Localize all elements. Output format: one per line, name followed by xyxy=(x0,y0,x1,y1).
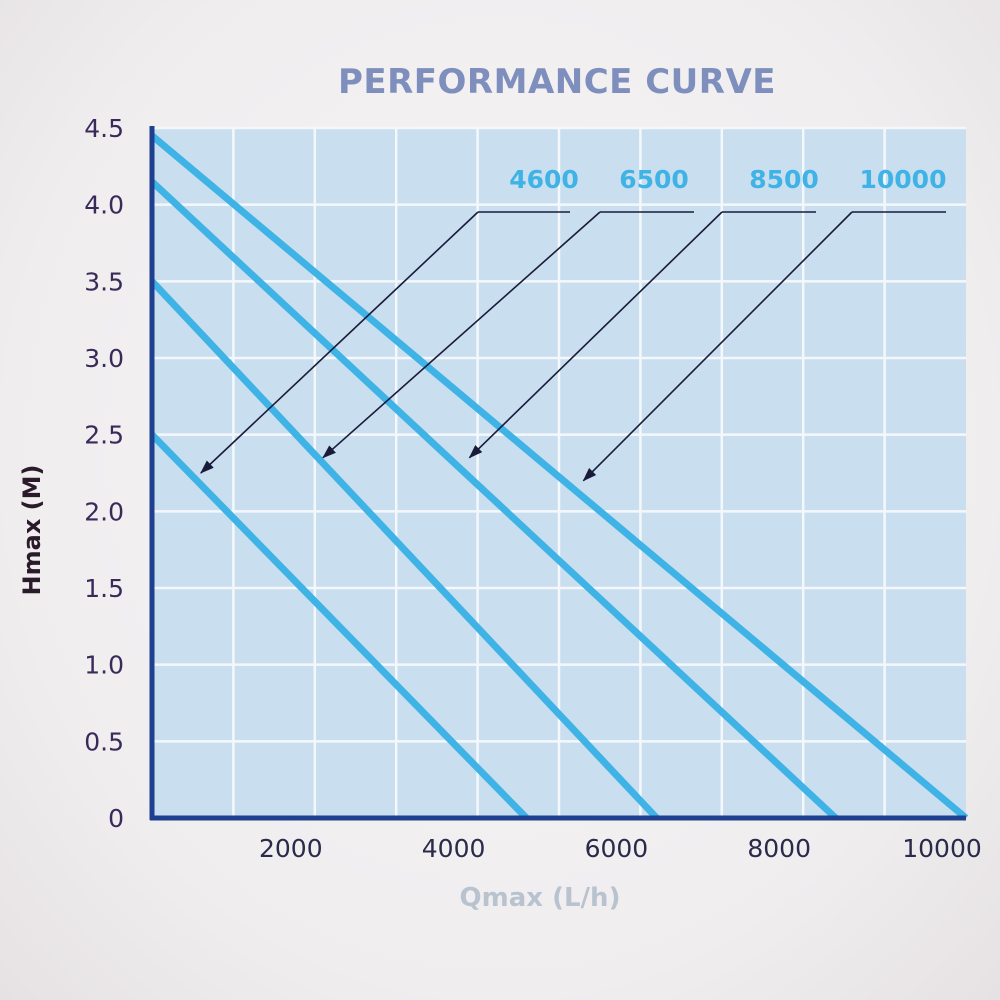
y-tick-label: 0 xyxy=(108,804,124,833)
y-tick-label: 0.5 xyxy=(84,727,124,756)
y-tick-label: 3.5 xyxy=(84,267,124,296)
arrow-6500 xyxy=(322,211,601,459)
series-label-8500: 8500 xyxy=(749,165,819,194)
x-tick-label: 4000 xyxy=(422,834,486,863)
x-tick-label: 2000 xyxy=(259,834,323,863)
y-tick-label: 3.0 xyxy=(84,344,124,373)
arrow-8500 xyxy=(468,211,723,459)
y-tick-label: 1.0 xyxy=(84,651,124,680)
x-tick-label: 8000 xyxy=(747,834,811,863)
series-label-6500: 6500 xyxy=(619,165,689,194)
y-tick-label: 1.5 xyxy=(84,574,124,603)
y-tick-label: 4.0 xyxy=(84,191,124,220)
series-label-4600: 4600 xyxy=(509,165,579,194)
series-label-10000: 10000 xyxy=(860,165,947,194)
arrow-4600 xyxy=(200,211,479,474)
x-tick-label: 10000 xyxy=(902,834,982,863)
arrow-10000 xyxy=(582,211,853,482)
y-tick-label: 4.5 xyxy=(84,114,124,143)
series-line-10000 xyxy=(149,132,969,821)
series-line-8500 xyxy=(149,179,839,821)
series-line-4600 xyxy=(149,432,529,821)
x-tick-label: 6000 xyxy=(585,834,649,863)
y-axis-label: Hmax (M) xyxy=(18,465,46,596)
x-axis-label: Qmax (L/h) xyxy=(460,883,621,913)
y-tick-label: 2.0 xyxy=(84,497,124,526)
chart-title: PERFORMANCE CURVE xyxy=(338,62,776,102)
y-tick-label: 2.5 xyxy=(84,421,124,450)
series-line-6500 xyxy=(149,278,660,821)
